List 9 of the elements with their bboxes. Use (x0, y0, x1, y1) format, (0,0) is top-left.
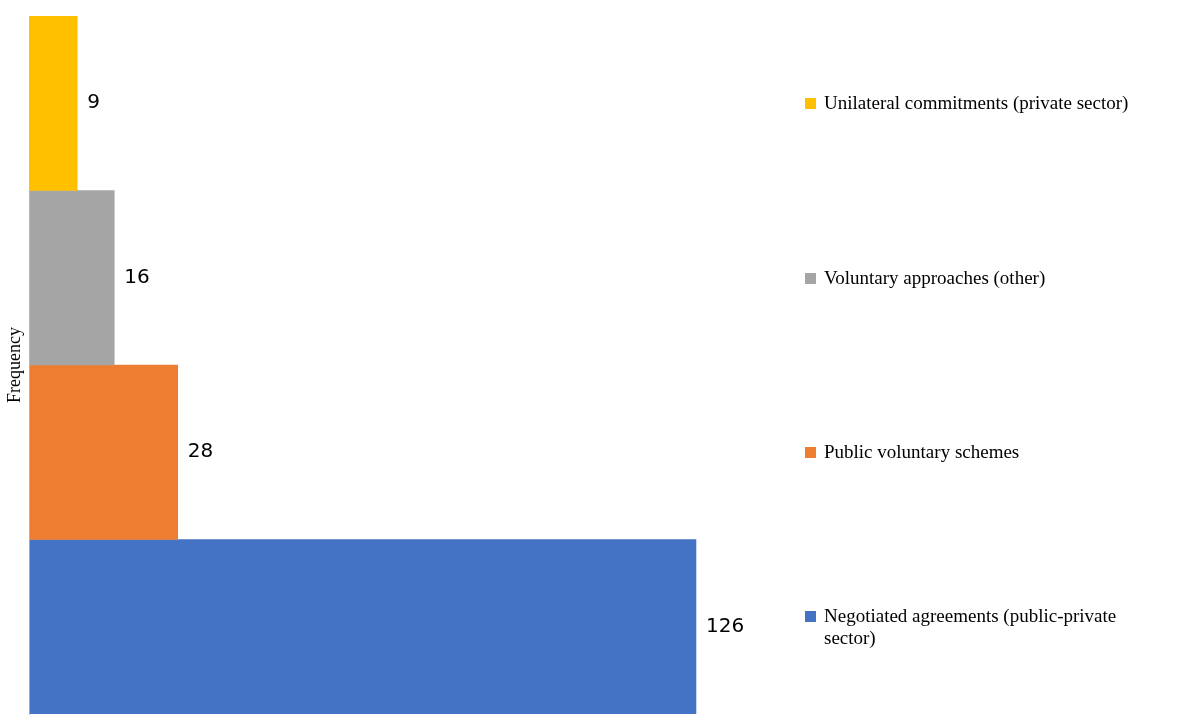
data-label: 126 (705, 612, 745, 637)
legend-label: Unilateral commitments (private sector) (824, 92, 1129, 115)
data-label: 28 (187, 438, 214, 463)
y-axis-title: Frequency (3, 327, 24, 403)
legend-label: Public voluntary schemes (824, 441, 1020, 464)
legend-label: Voluntary approaches (other) (824, 266, 1046, 289)
data-label: 9 (87, 89, 100, 114)
data-label: 16 (124, 263, 150, 288)
legend-label: Negotiated agreements (public-private sector) (824, 604, 1118, 649)
